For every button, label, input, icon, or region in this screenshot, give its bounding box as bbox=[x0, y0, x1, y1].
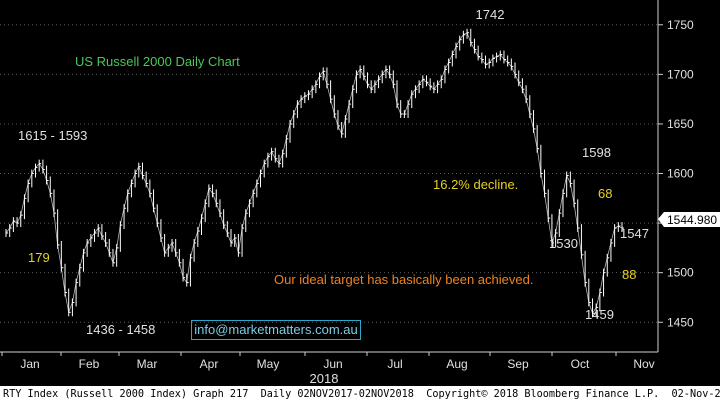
x-tick-label: Jan bbox=[20, 357, 39, 371]
email-link[interactable]: info@marketmatters.com.au bbox=[191, 320, 361, 340]
last-value-tag: 1544.980 bbox=[658, 212, 720, 227]
x-tick-labels: Jan Feb Mar Apr May Jun Jul Aug Sep Oct Nov bbox=[1, 352, 655, 371]
last-value-tag-bg bbox=[658, 212, 720, 227]
last-value-label: 1544.980 bbox=[667, 213, 717, 227]
price-series bbox=[5, 28, 624, 318]
grid-lines bbox=[0, 24, 658, 323]
y-tick-label: 1600 bbox=[667, 167, 694, 181]
x-tick-label: Sep bbox=[507, 357, 529, 371]
label-decline: 16.2% decline. bbox=[433, 177, 518, 192]
label-jan-high: 1615 - 1593 bbox=[18, 128, 87, 143]
label-current: 1547 bbox=[620, 226, 649, 241]
x-tick-label: Aug bbox=[446, 357, 467, 371]
footer-bar: RTY Index (Russell 2000 Index) Graph 217… bbox=[0, 386, 720, 403]
russell-2000-chart: 1450150015501600165017001750 JanFebMarAp… bbox=[0, 0, 720, 386]
label-oct-mid-low: 1530 bbox=[549, 236, 578, 251]
label-feb-count: 179 bbox=[28, 250, 50, 265]
label-oct-high: 1598 bbox=[582, 145, 611, 160]
y-tick-label: 1450 bbox=[667, 315, 694, 329]
chart-title: US Russell 2000 Daily Chart bbox=[75, 54, 240, 69]
x-tick-label: Feb bbox=[79, 357, 100, 371]
x-tick-label: May bbox=[257, 357, 280, 371]
label-target-note: Our ideal target has basically been achi… bbox=[274, 272, 533, 287]
x-tick-label: Jun bbox=[323, 357, 342, 371]
y-tick-label: 1700 bbox=[667, 67, 694, 81]
x-tick-label: Jul bbox=[387, 357, 402, 371]
y-tick-label: 1750 bbox=[667, 18, 694, 32]
x-tick-label: Apr bbox=[200, 357, 219, 371]
year-label: 2018 bbox=[310, 371, 339, 386]
label-peak: 1742 bbox=[476, 7, 505, 22]
label-oct-low: 1459 bbox=[585, 307, 614, 322]
label-feb-low: 1436 - 1458 bbox=[86, 322, 155, 337]
y-tick-labels: 1450150015501600165017001750 bbox=[658, 18, 694, 329]
x-tick-label: Oct bbox=[571, 357, 590, 371]
y-tick-label: 1500 bbox=[667, 266, 694, 280]
label-oct-high-count: 68 bbox=[598, 186, 612, 201]
x-tick-label: Mar bbox=[137, 357, 158, 371]
y-tick-label: 1650 bbox=[667, 117, 694, 131]
axes bbox=[0, 0, 659, 353]
x-tick-label: Nov bbox=[633, 357, 654, 371]
label-oct-low-count: 88 bbox=[622, 267, 636, 282]
price-line bbox=[5, 32, 623, 315]
